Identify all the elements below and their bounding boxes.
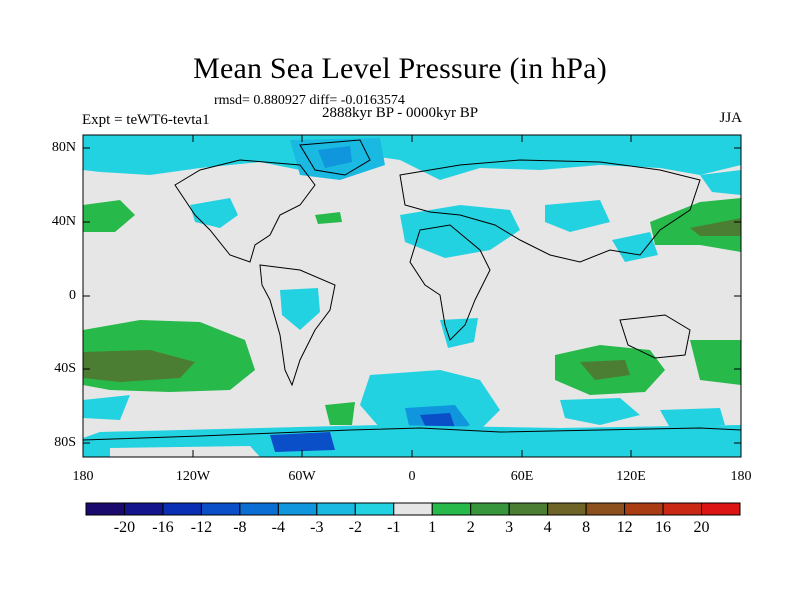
colorbar-label: 12 [616, 519, 633, 536]
colorbar-label: -3 [310, 519, 324, 536]
lon-label-120e: 120E [616, 469, 646, 484]
rmsd-diff-stats: rmsd= 0.880927 diff= -0.0163574 [214, 93, 405, 108]
pacific-arctic-low [700, 170, 741, 195]
arctic-low-region [83, 135, 741, 180]
northwest-pacific-high [650, 198, 741, 252]
southern-pacific-low-east [660, 408, 725, 428]
colorbar-box-6 [316, 502, 356, 516]
colorbar-label: -8 [233, 519, 247, 536]
colorbar-box-14 [624, 502, 664, 516]
eurasia-low [400, 205, 520, 258]
colorbar-label: 3 [505, 519, 514, 536]
southern-indian-low [560, 398, 640, 425]
south-america-low [280, 288, 320, 330]
tasman-high [690, 340, 741, 385]
antarctic-low-core [270, 432, 335, 452]
lon-label-0: 0 [408, 469, 416, 484]
time-period-label: 2888kyr BP - 0000kyr BP [322, 105, 479, 121]
colorbar-label: -1 [387, 519, 401, 536]
colorbar-label: 1 [428, 519, 437, 536]
colorbar-label: -12 [190, 519, 213, 536]
season-label: JJA [719, 110, 742, 126]
south-pacific-high-core [83, 350, 195, 382]
colorbar-box-15 [662, 502, 703, 516]
colorbar-box-5 [277, 502, 318, 516]
lat-label-0: 0 [69, 288, 76, 303]
colorbar-box-1 [123, 502, 164, 516]
lat-label-40n: 40N [51, 214, 76, 229]
north-pacific-low [190, 198, 238, 228]
colorbar-box-2 [162, 502, 202, 516]
colorbar-box-13 [585, 502, 626, 516]
southern-pacific-low-west [83, 395, 130, 420]
atlantic-small-high [315, 212, 342, 224]
colorbar-box-4 [239, 502, 279, 516]
greenland-low-core [318, 146, 352, 168]
antarctic-neutral-gap [110, 446, 260, 457]
map-field [83, 135, 741, 457]
lon-label-180-west: 180 [72, 469, 94, 484]
colorbar-box-10 [470, 502, 510, 516]
lon-label-180-east: 180 [730, 469, 752, 484]
axis-ticks [83, 135, 741, 457]
colorbar-label: 4 [543, 519, 552, 536]
lat-label-80n: 80N [51, 140, 76, 155]
colorbar-label: 8 [582, 519, 591, 536]
lat-label-40s: 40S [54, 361, 76, 376]
lon-label-60w: 60W [288, 469, 316, 484]
lon-label-120w: 120W [175, 469, 211, 484]
experiment-label: Expt = teWT6-tevta1 [82, 112, 210, 128]
lon-label-60e: 60E [510, 469, 534, 484]
indian-ocean-high-core [580, 360, 630, 380]
colorbar-box-12 [547, 502, 587, 516]
south-atlantic-small-high [325, 402, 355, 425]
colorbar-label: -20 [113, 519, 136, 536]
east-asia-low [612, 232, 658, 262]
northwest-pacific-high-core [690, 218, 741, 236]
colorbar-box-8 [393, 502, 433, 516]
asia-low [545, 200, 610, 232]
colorbar [85, 502, 741, 516]
colorbar-label: -16 [152, 519, 174, 536]
north-pacific-high-west [83, 200, 135, 232]
colorbar-label: -2 [348, 519, 362, 536]
colorbar-box-0 [85, 502, 125, 516]
colorbar-box-9 [431, 502, 472, 516]
colorbar-box-16 [701, 502, 741, 516]
colorbar-label: -4 [271, 519, 285, 536]
africa-low [440, 318, 478, 348]
colorbar-box-11 [508, 502, 549, 516]
colorbar-box-3 [200, 502, 241, 516]
colorbar-label: 2 [466, 519, 475, 536]
colorbar-label: 20 [693, 519, 710, 536]
colorbar-box-7 [354, 502, 395, 516]
lat-label-80s: 80S [54, 435, 76, 450]
map-title: Mean Sea Level Pressure (in hPa) [193, 52, 607, 85]
colorbar-label: 16 [655, 519, 672, 536]
coastlines [83, 139, 741, 441]
